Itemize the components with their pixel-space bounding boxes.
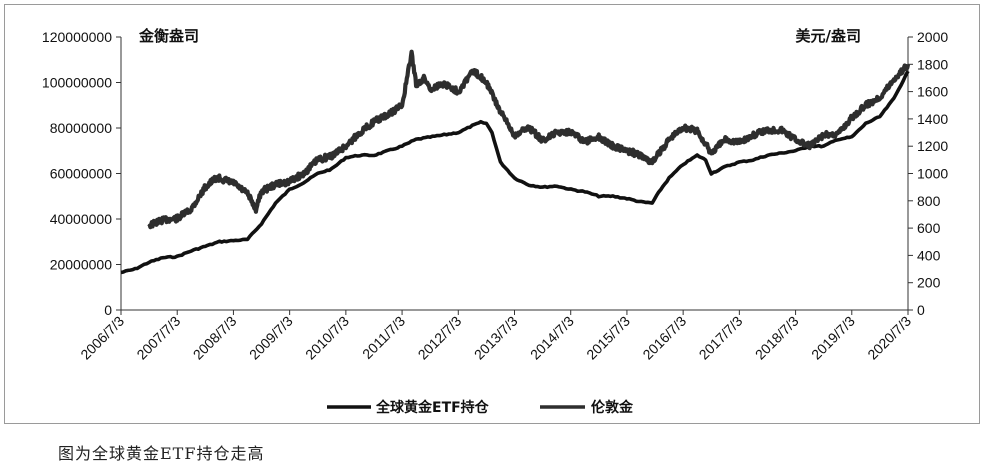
left-tick-label: 100000000	[42, 75, 112, 91]
right-tick-label: 800	[917, 193, 941, 209]
x-tick-label: 2008/7/3	[190, 313, 240, 363]
right-tick-label: 2000	[917, 29, 948, 45]
x-tick-label: 2014/7/3	[527, 313, 577, 363]
x-tick-label: 2007/7/3	[133, 313, 183, 363]
x-tick-label: 2019/7/3	[808, 313, 858, 363]
legend-label-etf-holdings: 全球黄金ETF持仓	[375, 399, 490, 416]
right-tick-label: 200	[917, 275, 941, 291]
x-tick-label: 2010/7/3	[302, 313, 352, 363]
right-tick-label: 1400	[917, 111, 948, 127]
left-tick-label: 80000000	[50, 120, 113, 136]
figure-caption: 图为全球黄金ETF持仓走高	[58, 444, 265, 463]
right-axis-unit: 美元/盎司	[796, 27, 861, 45]
right-tick-label: 400	[917, 247, 941, 263]
left-axis-unit: 金衡盎司	[138, 27, 199, 45]
x-tick-label: 2011/7/3	[359, 313, 408, 362]
right-tick-label: 600	[917, 220, 941, 236]
series-line-london-gold	[147, 49, 911, 230]
left-tick-label: 60000000	[50, 166, 113, 182]
right-tick-label: 1600	[917, 84, 948, 100]
legend-label-london-gold: 伦敦金	[591, 399, 634, 416]
left-tick-label: 20000000	[50, 257, 113, 273]
chart: 120000000 100000000 80000000 60000000 400000…	[42, 27, 948, 416]
x-tick-label: 2018/7/3	[752, 313, 802, 363]
chart-frame: 120000000 100000000 80000000 60000000 400000…	[4, 4, 980, 424]
right-tick-label: 1800	[917, 56, 948, 72]
x-tick-label: 2009/7/3	[246, 313, 296, 363]
series-line-etf-holdings	[120, 70, 910, 275]
right-tick-label: 1200	[917, 138, 948, 154]
legend: 全球黄金ETF持仓 伦敦金	[327, 399, 634, 416]
x-tick-label: 2012/7/3	[415, 313, 465, 363]
left-tick-label: 120000000	[42, 29, 112, 45]
x-tick-label: 2016/7/3	[639, 313, 689, 363]
right-tick-label: 1000	[917, 166, 948, 182]
right-tick-label: 0	[917, 302, 925, 318]
x-tick-label: 2015/7/3	[583, 313, 633, 363]
x-tick-label: 2020/7/3	[864, 313, 914, 363]
left-tick-label: 40000000	[50, 211, 113, 227]
x-tick-label: 2017/7/3	[696, 313, 746, 363]
left-tick-label: 0	[104, 302, 112, 318]
x-tick-label: 2013/7/3	[471, 313, 521, 363]
x-tick-label: 2006/7/3	[77, 313, 127, 363]
